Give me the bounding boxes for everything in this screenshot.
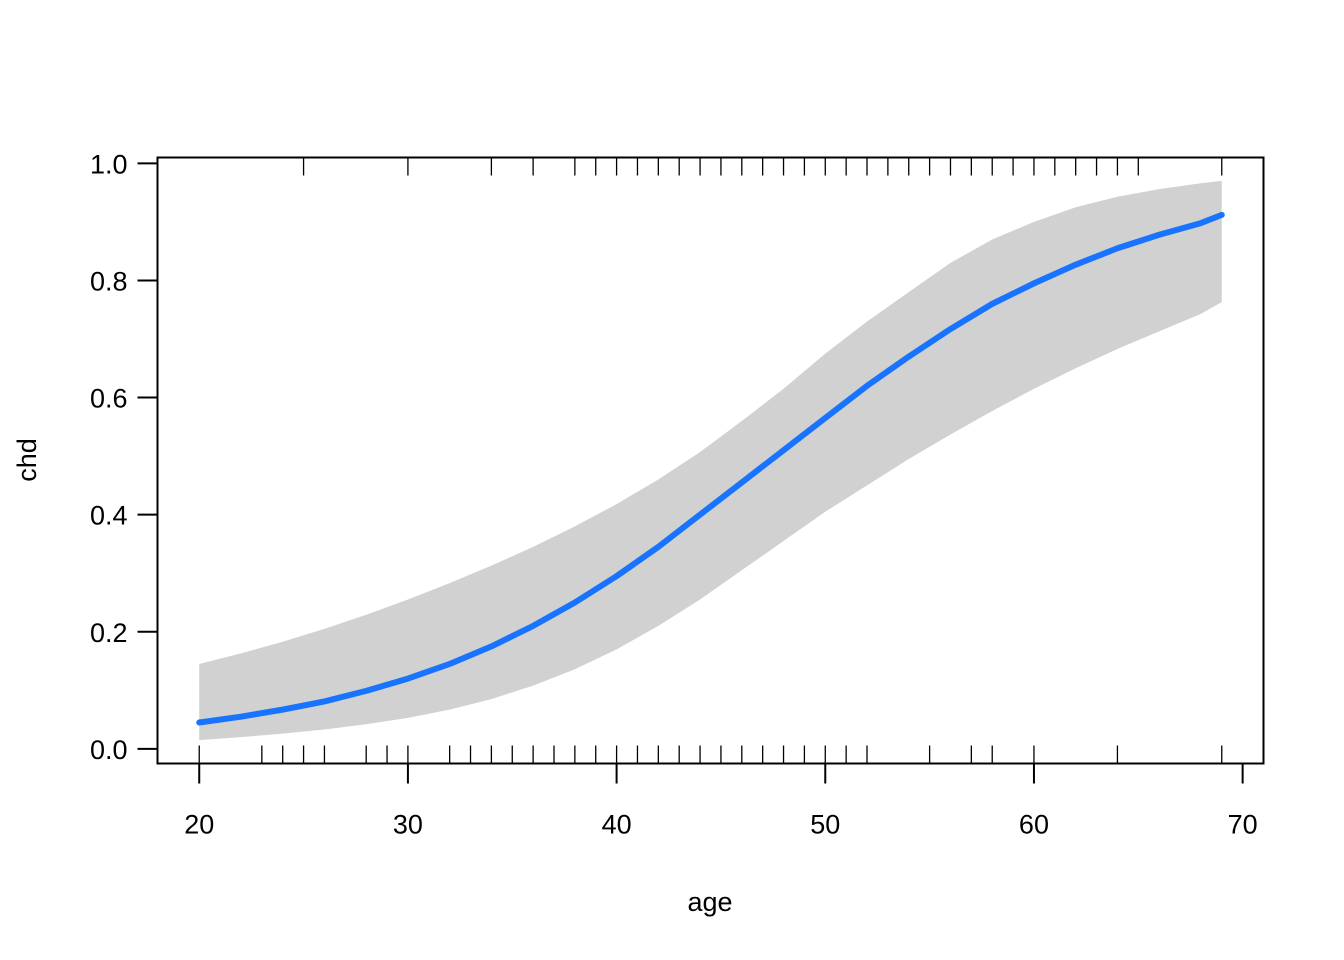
y-tick-label: 0.6 bbox=[90, 384, 128, 414]
x-axis-label: age bbox=[687, 887, 732, 917]
y-axis-label: chd bbox=[12, 438, 42, 482]
y-tick-label: 1.0 bbox=[90, 149, 128, 179]
y-tick-label: 0.2 bbox=[90, 618, 128, 648]
plot-frame bbox=[156, 156, 1265, 765]
y-tick-label: 0.4 bbox=[90, 501, 128, 531]
x-tick-label: 60 bbox=[1019, 810, 1049, 840]
x-tick-label: 50 bbox=[810, 810, 840, 840]
x-tick-label: 30 bbox=[393, 810, 423, 840]
fitted-line bbox=[196, 211, 1225, 726]
x-tick-label: 70 bbox=[1228, 810, 1258, 840]
x-tick-label: 20 bbox=[184, 810, 214, 840]
y-tick-label: 0.0 bbox=[90, 735, 128, 765]
x-tick-label: 40 bbox=[602, 810, 632, 840]
y-tick-label: 0.8 bbox=[90, 266, 128, 296]
